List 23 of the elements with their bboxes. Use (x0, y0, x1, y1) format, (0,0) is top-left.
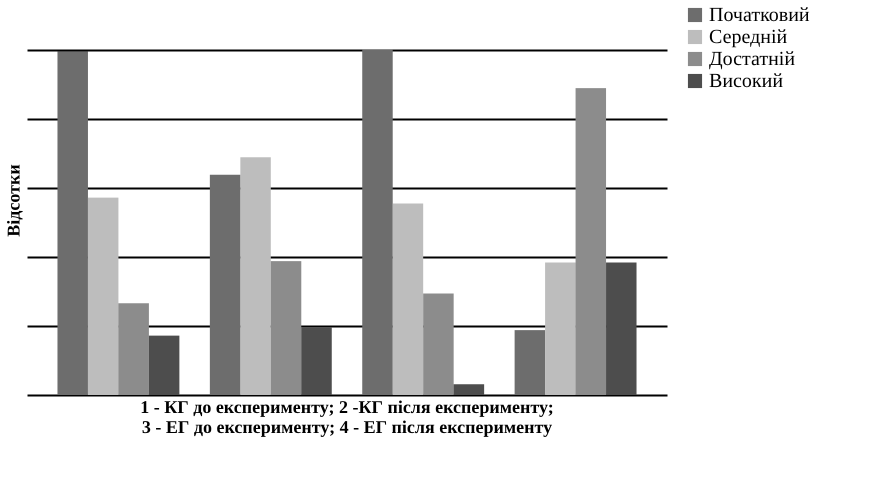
bar (240, 157, 271, 395)
bar (576, 88, 606, 395)
text: 3 - ЕГ до експерименту; 4 - ЕГ після експерименту (142, 417, 552, 437)
bar (545, 262, 576, 395)
legend-label: Середній (709, 26, 788, 48)
bar (362, 50, 393, 395)
bar (118, 303, 149, 395)
bar (392, 203, 424, 395)
bar (454, 384, 484, 395)
text: 1 - КГ до експерименту; 2 -КГ після експерименту; (140, 397, 554, 417)
y-axis-title: Відсотки (4, 164, 24, 237)
legend-label: Достатній (709, 48, 796, 70)
bar (210, 174, 240, 395)
bar (57, 52, 88, 395)
legend-label: Початковий (709, 4, 810, 26)
bar (88, 198, 118, 395)
bar (423, 294, 454, 395)
bar (270, 261, 302, 395)
bar (514, 330, 546, 395)
legend-label: Високий (709, 70, 784, 92)
bar (301, 328, 332, 395)
bar (148, 336, 180, 395)
bar (606, 262, 637, 395)
